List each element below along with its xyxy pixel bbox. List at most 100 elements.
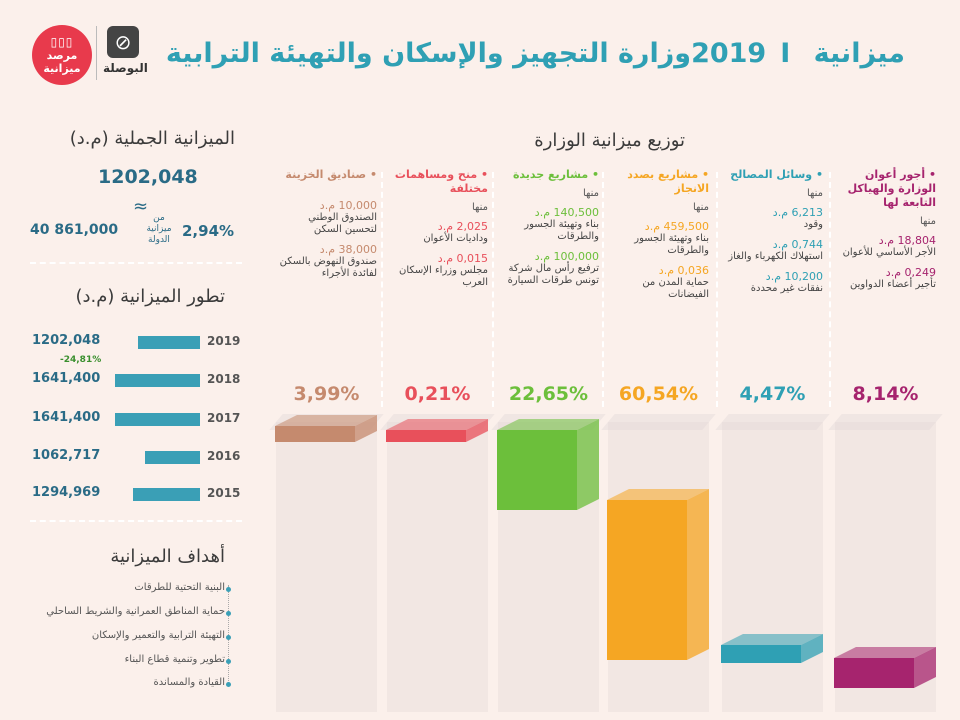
evolution-bar <box>115 413 200 426</box>
item-label: بناء وتهيئة الجسور والطرقات <box>634 233 709 256</box>
column-divider <box>492 172 494 407</box>
evolution-bar <box>144 451 200 464</box>
logo-right-text: البوصلة <box>103 61 148 75</box>
item-label: صندوق النهوض بالسكن لفائدة الأجراء <box>279 256 377 279</box>
compass-icon: ⊘ <box>107 26 139 58</box>
evolution-row: 1641,400 2017 <box>32 408 242 430</box>
category-title: • منح ومساهمات مختلفة <box>394 168 488 195</box>
total-budget-title: الميزانية الجملية (م.د) <box>69 128 235 149</box>
budget-category: • صناديق الخزينة 10,000 م.د الصندوق الوطني… <box>276 168 377 280</box>
page-title: ميزانية 2019I وزارة التجهيز والإسكان والت… <box>166 38 905 69</box>
category-tube <box>269 414 384 712</box>
category-title: • صناديق الخزينة <box>285 168 377 181</box>
category-percent: 3,99% <box>293 383 360 405</box>
goal-item: البنية التحتية للطرقات <box>134 582 225 593</box>
column-divider <box>381 172 383 407</box>
category-title: • مشاريع جديدة <box>512 168 599 181</box>
item-label: وداديات الأعوان <box>423 233 488 244</box>
item-label: ترفيع رأس مال شركة تونس طرقات السيارة <box>507 263 599 286</box>
evolution-value: 1294,969 <box>32 485 101 500</box>
evolution-year: 2016 <box>207 449 241 463</box>
goal-bullet-icon <box>226 682 231 687</box>
category-including-label: منها <box>582 188 599 199</box>
item-label: وقود <box>803 219 823 230</box>
goal-bullet-icon <box>226 611 231 616</box>
goal-item: تطوير وتنمية قطاع البناء <box>124 654 225 665</box>
item-amount: 100,000 م.د <box>534 250 599 263</box>
category-bar <box>386 419 488 442</box>
category-including-label: منها <box>919 216 936 227</box>
item-label: حماية المدن من الفيضانات <box>642 277 709 300</box>
category-title: • وسائل المصالح <box>730 168 823 181</box>
evolution-bar <box>132 488 200 501</box>
evolution-value: 1062,717 <box>32 448 101 463</box>
category-percent: 60,54% <box>618 383 699 405</box>
evolution-bar <box>137 336 200 349</box>
budget-category: • مشاريع بصدد الانجاز منها 459,500 م.د بناء… <box>608 168 709 301</box>
goal-item: القيادة والمساندة <box>153 677 226 688</box>
item-label: استهلاك الكهرباء والغاز <box>728 251 823 262</box>
item-amount: 2,025 م.د <box>437 220 488 233</box>
category-tube <box>380 414 495 712</box>
item-amount: 0,744 م.د <box>772 238 823 251</box>
logo-left-text: مرصد ميزانية <box>43 49 81 75</box>
category-bar <box>607 489 709 660</box>
category-title: • مشاريع بصدد الانجاز <box>627 168 709 195</box>
category-including-label: منها <box>471 202 488 213</box>
item-label: الأجر الأساسي للأعوان <box>842 247 936 258</box>
item-amount: 0,249 م.د <box>885 266 936 279</box>
category-tube <box>715 414 830 712</box>
category-bar <box>497 419 599 510</box>
goal-item: حماية المناطق العمرانية والشريط الساحلي <box>46 606 225 617</box>
state-share-percent: 2,94% <box>182 222 235 240</box>
evolution-bar <box>115 374 200 387</box>
budget-category: • منح ومساهمات مختلفة منها 2,025 م.د وداديا… <box>387 168 488 289</box>
evolution-title: تطور الميزانية (م.د) <box>75 286 225 307</box>
total-budget-value: 1202,048 <box>98 166 198 188</box>
state-share-label: من ميزانية الدولة <box>146 213 172 245</box>
budget-category: • أجور أعوان الوزارة والهياكل التابعة له… <box>835 168 936 291</box>
item-amount: 0,015 م.د <box>437 252 488 265</box>
category-percent: 0,21% <box>404 383 471 405</box>
title-budget: ميزانية 2019 <box>691 38 905 69</box>
item-amount: 0,036 م.د <box>658 264 709 277</box>
distribution-title: توزيع ميزانية الوزارة <box>534 130 685 151</box>
goal-bullet-icon <box>226 659 231 664</box>
item-amount: 38,000 م.د <box>319 243 377 256</box>
column-divider <box>716 172 718 407</box>
title-ministry: وزارة التجهيز والإسكان والتهيئة الترابية <box>165 38 692 69</box>
item-amount: 6,213 م.د <box>772 206 823 219</box>
evolution-row: 1202,048 2019 <box>32 331 242 353</box>
category-percent: 4,47% <box>739 383 806 405</box>
evolution-year: 2017 <box>207 411 241 425</box>
albawsala-logo: ⊘ البوصلة <box>103 26 148 75</box>
item-label: نفقات غير محددة <box>750 283 823 294</box>
category-including-label: منها <box>692 202 709 213</box>
goal-bullet-icon <box>226 635 231 640</box>
category-title: • أجور أعوان الوزارة والهياكل التابعة له… <box>847 168 936 209</box>
evolution-value: 1641,400 <box>32 410 101 425</box>
approx-sign: ≈ <box>133 196 149 217</box>
evolution-year: 2018 <box>207 372 241 386</box>
goal-item: التهيئة الترابية والتعمير والإسكان <box>91 630 225 641</box>
evolution-year: 2015 <box>207 486 241 500</box>
column-divider <box>829 172 831 407</box>
item-amount: 459,500 م.د <box>644 220 709 233</box>
divider <box>30 262 242 264</box>
evolution-value: 1202,048 <box>32 333 101 348</box>
category-percent: 8,14% <box>852 383 919 405</box>
item-amount: 18,804 م.د <box>878 234 936 247</box>
category-bar <box>721 634 823 663</box>
budget-observatory-logo: ▯▯▯ مرصد ميزانية <box>32 25 92 85</box>
category-bar <box>834 647 936 688</box>
budget-category: • مشاريع جديدة منها 140,500 م.د بناء وتهيئة… <box>498 168 599 287</box>
logo-divider <box>96 26 97 80</box>
goals-title: أهداف الميزانية <box>110 546 225 567</box>
item-label: تأجير أعضاء الدواوين <box>850 279 936 290</box>
evolution-value: 1641,400 <box>32 371 101 386</box>
divider <box>30 520 242 522</box>
title-separator: I <box>780 38 791 69</box>
state-budget-value: 40 861,000 <box>30 222 119 238</box>
item-label: بناء وتهيئة الجسور والطرقات <box>524 219 599 242</box>
item-amount: 10,000 م.د <box>319 199 377 212</box>
